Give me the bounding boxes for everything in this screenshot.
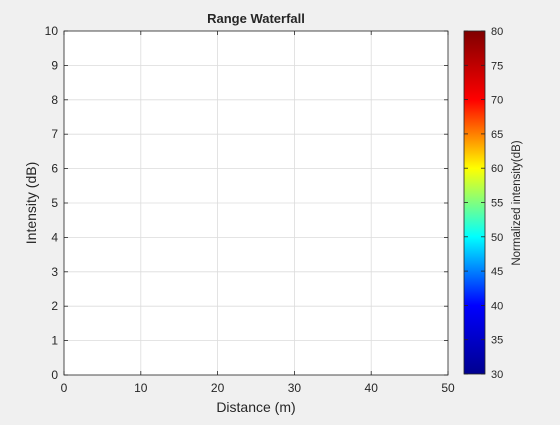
grid-lines	[63, 30, 449, 376]
y-tick-label: 2	[51, 299, 58, 313]
colorbar-tick-label: 60	[491, 163, 503, 175]
y-axis-ticks: 0 1 2 3 4 5 6 7 8 9 10	[45, 24, 448, 382]
chart-title: Range Waterfall	[207, 11, 305, 26]
x-tick-label: 20	[211, 381, 225, 395]
y-tick-label: 3	[51, 265, 58, 279]
x-tick-label: 0	[61, 381, 68, 395]
y-tick-label: 1	[51, 334, 58, 348]
colorbar-tick-label: 50	[491, 232, 503, 244]
colorbar-tick-label: 70	[491, 95, 503, 107]
y-tick-label: 0	[51, 368, 58, 382]
colorbar-ticks: 30 35 40 45 50 55 60 65 70 75 80	[464, 26, 503, 381]
y-tick-label: 7	[51, 127, 58, 141]
colorbar-tick-label: 40	[491, 300, 503, 312]
x-tick-label: 10	[134, 381, 148, 395]
y-tick-label: 4	[51, 230, 58, 244]
x-axis-ticks: 0 10 20 30 40 50	[61, 31, 455, 395]
y-tick-label: 5	[51, 196, 58, 210]
colorbar-tick-label: 80	[491, 26, 503, 38]
x-tick-label: 30	[288, 381, 302, 395]
y-tick-label: 8	[51, 93, 58, 107]
x-tick-label: 40	[365, 381, 379, 395]
colorbar-tick-label: 45	[491, 266, 503, 278]
colorbar-tick-label: 30	[491, 369, 503, 381]
x-tick-label: 50	[441, 381, 455, 395]
colorbar-tick-label: 75	[491, 60, 503, 72]
colorbar-label: Normalized intensity(dB)	[511, 140, 523, 265]
y-tick-label: 9	[51, 58, 58, 72]
colorbar-tick-label: 35	[491, 335, 503, 347]
y-tick-label: 10	[45, 24, 59, 38]
x-axis-label: Distance (m)	[216, 399, 295, 415]
colorbar-tick-label: 55	[491, 198, 503, 210]
colorbar-tick-label: 65	[491, 129, 503, 141]
y-axis-label: Intensity (dB)	[23, 162, 39, 244]
y-tick-label: 6	[51, 162, 58, 176]
